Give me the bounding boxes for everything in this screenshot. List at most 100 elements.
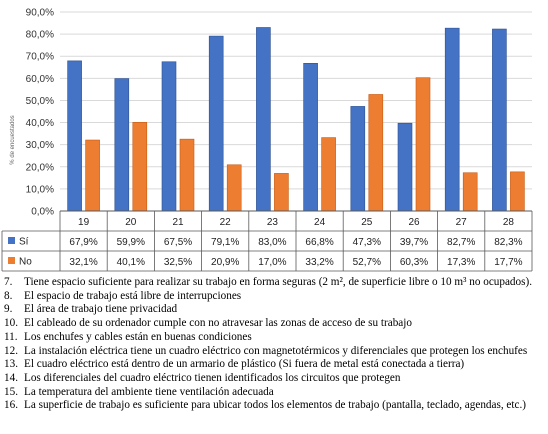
bar-no [462, 172, 478, 212]
question-number: 8. [4, 289, 13, 302]
data-label: 82,3% [494, 237, 522, 248]
question-text: El cuadro eléctrico está dentro de un ar… [24, 358, 465, 371]
y-tick-label: 40,0% [26, 118, 54, 129]
question-number: 14. [4, 371, 18, 384]
bar-no [179, 138, 195, 212]
data-label: 32,1% [69, 257, 97, 268]
data-label: 32,5% [164, 257, 192, 268]
x-tick-label: 21 [172, 217, 184, 228]
question-text: Tiene espacio suficiente para realizar s… [24, 276, 532, 288]
data-label: 66,8% [305, 237, 333, 248]
data-label: 39,7% [400, 237, 428, 248]
bar-si [114, 78, 130, 212]
question-item: 15. La temperatura del ambiente tiene ven… [4, 386, 546, 400]
legend-label: Sí [19, 237, 29, 248]
x-tick-label: 19 [78, 217, 90, 228]
x-tick-label: 23 [267, 217, 279, 228]
data-label: 82,7% [447, 237, 475, 248]
bar-si [444, 27, 460, 212]
y-tick-label: 80,0% [26, 30, 54, 41]
x-tick-label: 24 [314, 217, 326, 228]
bar-chart: 0,0% 10,0% 20,0% 30,0% 40,0% 50,0% 60,0% 70,0% 8… [1, 8, 533, 272]
y-tick-label: 0,0% [31, 207, 54, 218]
y-axis: 0,0% 10,0% 20,0% 30,0% 40,0% 50,0% 60,0% 70,0% 8… [26, 8, 54, 218]
bars [67, 27, 525, 212]
question-number: 10. [4, 317, 18, 330]
bar-si [208, 35, 224, 212]
gridlines [60, 11, 532, 190]
x-tick-label: 26 [408, 217, 420, 228]
y-tick-label: 90,0% [26, 8, 54, 19]
question-number: 9. [4, 303, 13, 316]
x-tick-label: 28 [503, 217, 515, 228]
question-item: 10. El cableado de su ordenador cumple co… [4, 317, 546, 331]
bar-si [350, 106, 366, 212]
data-label: 17,0% [258, 257, 286, 268]
bar-si [161, 61, 177, 212]
question-item: 16. La superficie de trabajo es suficient… [4, 399, 546, 413]
question-number: 15. [4, 385, 18, 398]
data-label: 60,3% [400, 257, 428, 268]
bar-no [368, 94, 384, 212]
x-tick-label: 22 [220, 217, 232, 228]
data-label: 79,1% [211, 237, 239, 248]
y-tick-label: 10,0% [26, 184, 54, 195]
bar-si [256, 27, 271, 212]
y-tick-label: 60,0% [26, 74, 54, 85]
question-text: El espacio de trabajo está libre de inte… [24, 289, 242, 302]
data-table: 19 20 21 22 23 24 25 26 27 28 Sí 67,9% 59,9% 67,5% 79,… [1, 210, 533, 272]
bar-si [67, 60, 82, 212]
bar-no [85, 139, 100, 212]
bar-no [321, 137, 336, 212]
legend-swatch [8, 257, 15, 264]
question-item: 13. El cuadro eléctrico está dentro de un… [4, 358, 546, 372]
question-text: La instalación eléctrica tiene un cuadro… [24, 344, 528, 357]
bar-no [132, 122, 148, 212]
data-label: 17,7% [494, 257, 522, 268]
data-label: 20,9% [211, 257, 239, 268]
bar-no [510, 171, 525, 212]
question-text: La superficie de trabajo es suficiente p… [24, 399, 526, 412]
data-label: 59,9% [117, 237, 145, 248]
question-number: 7. [4, 276, 13, 288]
question-text: El cableado de su ordenador cumple con n… [24, 317, 412, 330]
question-item: 12. La instalación eléctrica tiene un cua… [4, 345, 546, 359]
legend-label: No [19, 257, 32, 268]
bar-si [492, 28, 507, 212]
bar-si [303, 62, 318, 212]
bar-no [274, 173, 289, 212]
data-label: 52,7% [353, 257, 381, 268]
data-label: 17,3% [447, 257, 475, 268]
question-item: 9. El área de trabajo tiene privacidad [4, 303, 546, 317]
question-text: La temperatura del ambiente tiene ventil… [24, 385, 274, 398]
x-tick-label: 20 [125, 217, 137, 228]
question-text: Los enchufes y cables están en buenas co… [24, 330, 252, 343]
question-number: 11. [4, 330, 18, 343]
data-label: 67,5% [164, 237, 192, 248]
question-item: 11. Los enchufes y cables están en buenas… [4, 331, 546, 345]
y-tick-label: 70,0% [26, 52, 54, 63]
question-number: 16. [4, 399, 18, 412]
y-tick-label: 50,0% [26, 96, 54, 107]
data-label: 33,2% [305, 257, 333, 268]
y-axis-label: % de encuestados [10, 115, 16, 164]
question-text: El área de trabajo tiene privacidad [24, 303, 178, 316]
question-list: 7. Tiene espacio suficiente para realizar… [4, 276, 546, 413]
y-tick-label: 30,0% [26, 140, 54, 151]
question-text: Los diferenciales del cuadro eléctrico t… [24, 371, 401, 384]
x-tick-label: 25 [361, 217, 373, 228]
data-label: 83,0% [258, 237, 286, 248]
question-item: 7. Tiene espacio suficiente para realizar… [4, 276, 546, 290]
question-number: 12. [4, 344, 18, 357]
question-number: 13. [4, 358, 18, 371]
y-tick-label: 20,0% [26, 162, 54, 173]
data-label: 47,3% [353, 237, 381, 248]
bar-no [226, 164, 242, 212]
question-item: 8. El espacio de trabajo está libre de in… [4, 290, 546, 304]
x-tick-label: 27 [456, 217, 468, 228]
data-label: 67,9% [69, 237, 97, 248]
legend-swatch [8, 237, 15, 244]
bar-si [397, 122, 413, 212]
bar-no [415, 77, 431, 212]
data-label: 40,1% [117, 257, 145, 268]
